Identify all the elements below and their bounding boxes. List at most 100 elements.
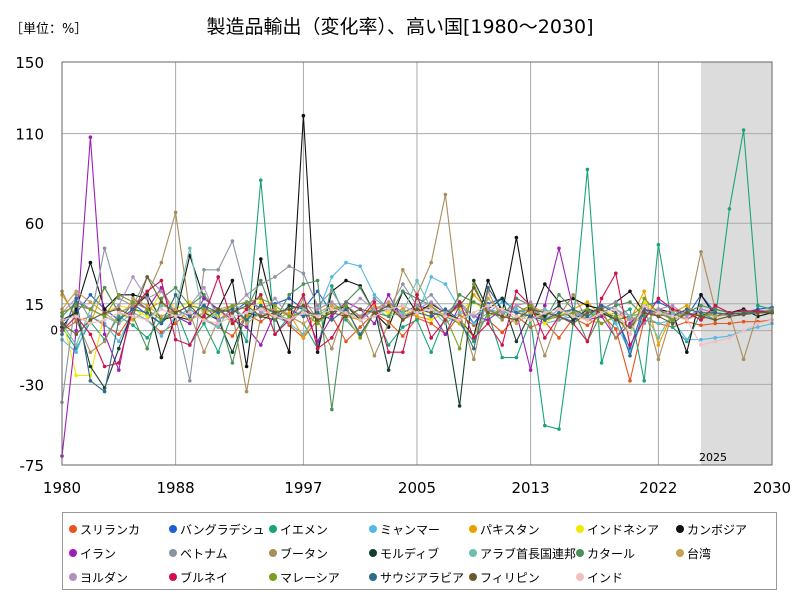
data-point (642, 303, 646, 308)
data-point (472, 293, 476, 297)
data-point (500, 296, 505, 301)
data-point (88, 332, 93, 337)
data-point (713, 318, 717, 322)
data-point (571, 293, 575, 297)
data-point (514, 355, 519, 360)
data-point (159, 307, 164, 311)
data-point (301, 113, 306, 118)
legend-item: バングラデシュ (168, 519, 269, 539)
data-point (628, 343, 632, 347)
data-point (443, 332, 448, 337)
data-point (74, 343, 78, 347)
data-point (727, 207, 732, 211)
data-point (727, 321, 732, 326)
data-point (159, 303, 164, 308)
data-point (429, 318, 434, 322)
data-point (585, 339, 590, 344)
line-chart: 2025 -75 -30 0 15 60 110 150 1980 1988 1997 2005 20… (15, 54, 791, 497)
data-point (287, 310, 292, 315)
data-point (756, 321, 760, 326)
data-point (614, 307, 618, 311)
data-point (500, 314, 505, 319)
data-point (145, 275, 149, 279)
data-point (372, 293, 377, 297)
data-point (117, 339, 121, 344)
data-point (202, 318, 206, 322)
data-point (188, 246, 192, 251)
data-point (330, 336, 334, 340)
data-point (315, 339, 320, 344)
data-point (315, 314, 320, 319)
data-point (202, 314, 206, 319)
legend-label: ヨルダン (80, 570, 129, 585)
data-point (699, 318, 703, 322)
data-point (386, 314, 391, 319)
data-point (301, 310, 306, 315)
data-point (514, 339, 519, 344)
data-point (741, 312, 746, 317)
data-point (585, 323, 590, 328)
unit-label: ［単位：%］ (10, 22, 88, 37)
legend-marker (468, 549, 477, 557)
legend-item: ミャンマー (368, 519, 469, 539)
legend-item: マレーシア (268, 567, 369, 587)
data-point (244, 389, 249, 394)
forecast-label: 2025 (699, 451, 727, 464)
data-point (244, 310, 249, 315)
data-point (500, 355, 505, 360)
data-point (88, 307, 93, 311)
data-point (259, 178, 263, 183)
data-point (415, 293, 419, 297)
data-point (330, 346, 334, 351)
data-point (486, 303, 490, 308)
x-tick-label: 2013 (512, 479, 550, 497)
data-point (472, 282, 476, 286)
data-point (443, 314, 448, 319)
data-point (344, 310, 348, 315)
data-point (472, 285, 476, 290)
data-point (74, 373, 78, 378)
data-point (117, 307, 121, 311)
data-point (685, 337, 689, 342)
data-point (287, 350, 292, 354)
data-point (486, 278, 490, 283)
data-point (117, 346, 121, 351)
legend-marker (576, 573, 584, 581)
data-point (656, 314, 661, 319)
data-point (628, 332, 632, 337)
data-point (614, 321, 618, 326)
data-point (486, 285, 490, 290)
data-point (656, 357, 661, 362)
data-point (756, 303, 760, 308)
legend-marker (676, 525, 684, 533)
data-point (429, 307, 434, 311)
data-point (514, 307, 519, 311)
data-point (230, 303, 235, 308)
data-point (287, 264, 292, 268)
legend-item: ブルネイ (168, 567, 269, 587)
data-point (415, 310, 419, 315)
data-point (330, 300, 334, 304)
data-point (159, 355, 164, 360)
data-point (230, 334, 235, 338)
data-point (472, 314, 476, 319)
data-point (188, 379, 192, 383)
data-point (358, 314, 363, 319)
data-point (756, 310, 760, 315)
data-point (372, 300, 377, 304)
data-point (273, 314, 277, 319)
axis-layer: -75 -30 0 15 60 110 150 1980 1988 1997 2005 2013 202… (15, 54, 791, 497)
data-point (330, 303, 334, 308)
data-point (443, 282, 448, 286)
data-point (117, 293, 121, 297)
data-point (500, 307, 505, 311)
data-point (230, 350, 235, 354)
data-point (131, 296, 135, 301)
data-point (330, 289, 334, 294)
data-point (500, 330, 505, 335)
data-point (102, 389, 107, 394)
data-point (571, 314, 575, 319)
data-point (386, 343, 391, 347)
legend-label: イラン (80, 546, 117, 561)
data-point (259, 278, 263, 283)
